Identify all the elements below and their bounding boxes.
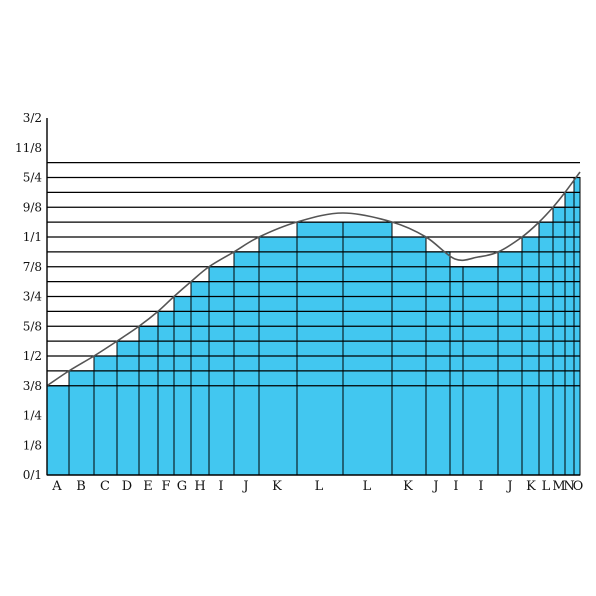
- y-tick-label: 9/8: [23, 200, 42, 214]
- y-tick-label: 1/8: [23, 438, 42, 452]
- bar: [46, 385, 70, 476]
- x-tick-label: J: [431, 479, 438, 494]
- x-tick-label: B: [76, 479, 86, 494]
- bar: [233, 251, 260, 476]
- x-tick-label: E: [143, 479, 153, 494]
- y-tick-label: 5/4: [23, 171, 43, 185]
- x-tick-label: I: [218, 479, 223, 494]
- bar: [497, 251, 523, 476]
- level-lines-group: [47, 162, 580, 387]
- bar: [296, 221, 344, 476]
- y-tick-label: 3/2: [23, 111, 42, 125]
- x-tick-label: I: [453, 479, 458, 494]
- x-axis-labels: A B C D E F G H I J K L L K J I I J K L MNO: [51, 479, 583, 494]
- y-tick-label: 1/2: [23, 349, 42, 363]
- x-tick-label: O: [573, 479, 584, 494]
- bar: [93, 355, 118, 476]
- bar: [425, 251, 451, 476]
- y-tick-label: 5/8: [23, 319, 42, 333]
- x-tick-label: J: [241, 479, 248, 494]
- bar: [138, 325, 159, 476]
- bar: [342, 221, 393, 476]
- x-tick-label: K: [526, 479, 536, 494]
- x-tick-label: K: [272, 479, 282, 494]
- y-tick-label: 7/8: [23, 260, 42, 274]
- x-tick-label: C: [100, 479, 110, 494]
- bar: [116, 340, 140, 476]
- x-tick-label: I: [478, 479, 483, 494]
- x-tick-label: F: [161, 479, 170, 494]
- x-tick-label: K: [403, 479, 413, 494]
- x-tick-label: A: [51, 479, 62, 494]
- y-tick-label: 11/8: [15, 141, 42, 155]
- x-tick-label: L: [542, 479, 551, 494]
- y-tick-label: 0/1: [23, 468, 42, 482]
- x-tick-label: L: [315, 479, 324, 494]
- x-tick-label: N: [563, 479, 574, 494]
- bar: [68, 370, 95, 476]
- x-tick-label: L: [363, 479, 372, 494]
- y-axis-labels: 0/1 1/8 1/4 3/8 1/2 5/8 3/4 7/8 1/1 9/8 5/4 11/8 3/2: [15, 111, 42, 482]
- x-tick-label: H: [194, 479, 205, 494]
- bar: [157, 310, 175, 476]
- x-tick-label: D: [122, 479, 132, 494]
- function-curve: [46, 171, 581, 387]
- bar: [564, 191, 575, 476]
- y-tick-label: 3/8: [23, 379, 42, 393]
- x-tick-label: M: [552, 479, 565, 494]
- bar: [190, 281, 210, 476]
- x-tick-label: J: [505, 479, 512, 494]
- y-tick-label: 3/4: [23, 290, 43, 304]
- x-tick-label: G: [177, 479, 187, 494]
- y-tick-label: 1/4: [23, 409, 43, 423]
- bar: [538, 221, 554, 476]
- y-tick-label: 1/1: [23, 230, 42, 244]
